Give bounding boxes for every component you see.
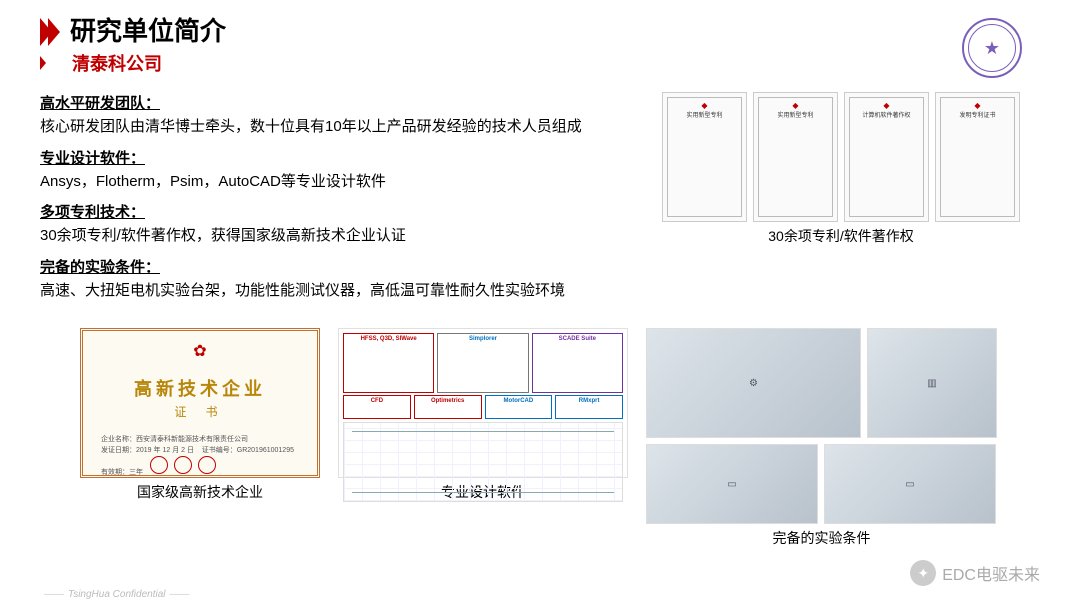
wechat-icon: ✦ [910,560,936,586]
certificates-caption: 30余项专利/软件著作权 [642,226,1040,246]
patent-certificates-panel: ◆实用新型专利 ◆实用新型专利 ◆计算机软件著作权 ◆发明专利证书 30余项专利… [642,92,1040,310]
bullet-body: Ansys，Flotherm，Psim，AutoCAD等专业设计软件 [40,173,386,190]
certificate-image: ◆实用新型专利 [753,92,838,222]
university-seal-icon: ★ [962,18,1022,78]
bullet-label: 专业设计软件： [40,150,145,167]
bullet-list: 高水平研发团队： 核心研发团队由清华博士牵头，数十位具有10年以上产品研发经验的技… [40,92,620,310]
equipment-photo: ▭ [646,444,818,524]
title-marker-icon [40,18,60,70]
bullet-item: 完备的实验条件： 高速、大扭矩电机实验台架，功能性能测试仪器，高低温可靠性耐久性实… [40,256,620,303]
bullet-label: 完备的实验条件： [40,259,160,276]
hightech-certificate-image: ✿ 高新技术企业 证 书 企业名称：西安清泰科新能源技术有限责任公司 发证日期：… [80,328,320,478]
main-title: 研究单位简介 [70,18,226,44]
watermark: ✦ EDC电驱未来 [910,560,1040,586]
bullet-item: 多项专利技术： 30余项专利/软件著作权，获得国家级高新技术企业认证 [40,201,620,248]
equipment-caption: 完备的实验条件 [773,528,871,548]
certificate-image: ◆计算机软件著作权 [844,92,929,222]
confidential-footer: TsingHua Confidential [40,589,193,600]
bullet-label: 多项专利技术： [40,204,145,221]
equipment-figure: ⚙ ▥ ▭ ▭ 完备的实验条件 [646,328,997,548]
subtitle: 清泰科公司 [72,50,226,76]
certificate-image: ◆实用新型专利 [662,92,747,222]
equipment-photo: ▥ [867,328,997,438]
equipment-photo: ▭ [824,444,996,524]
software-figure: HFSS, Q3D, SIWave Simplorer SCADE Suite … [338,328,628,502]
hightech-caption: 国家级高新技术企业 [137,482,263,502]
software-diagram-image: HFSS, Q3D, SIWave Simplorer SCADE Suite … [338,328,628,478]
watermark-text: EDC电驱未来 [942,561,1040,585]
bullet-item: 高水平研发团队： 核心研发团队由清华博士牵头，数十位具有10年以上产品研发经验的技… [40,92,620,139]
bullet-body: 高速、大扭矩电机实验台架，功能性能测试仪器，高低温可靠性耐久性实验环境 [40,282,565,299]
bullet-label: 高水平研发团队： [40,95,160,112]
equipment-photo: ⚙ [646,328,861,438]
bullet-body: 核心研发团队由清华博士牵头，数十位具有10年以上产品研发经验的技术人员组成 [40,118,582,135]
bullet-item: 专业设计软件： Ansys，Flotherm，Psim，AutoCAD等专业设计软… [40,147,620,194]
slide-header: 研究单位简介 清泰科公司 ★ [40,18,1040,78]
hightech-figure: ✿ 高新技术企业 证 书 企业名称：西安清泰科新能源技术有限责任公司 发证日期：… [80,328,320,502]
certificate-image: ◆发明专利证书 [935,92,1020,222]
bullet-body: 30余项专利/软件著作权，获得国家级高新技术企业认证 [40,227,406,244]
title-block: 研究单位简介 清泰科公司 [40,18,226,76]
